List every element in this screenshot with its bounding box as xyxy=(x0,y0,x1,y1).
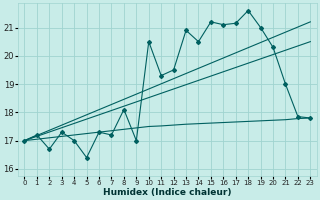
X-axis label: Humidex (Indice chaleur): Humidex (Indice chaleur) xyxy=(103,188,232,197)
